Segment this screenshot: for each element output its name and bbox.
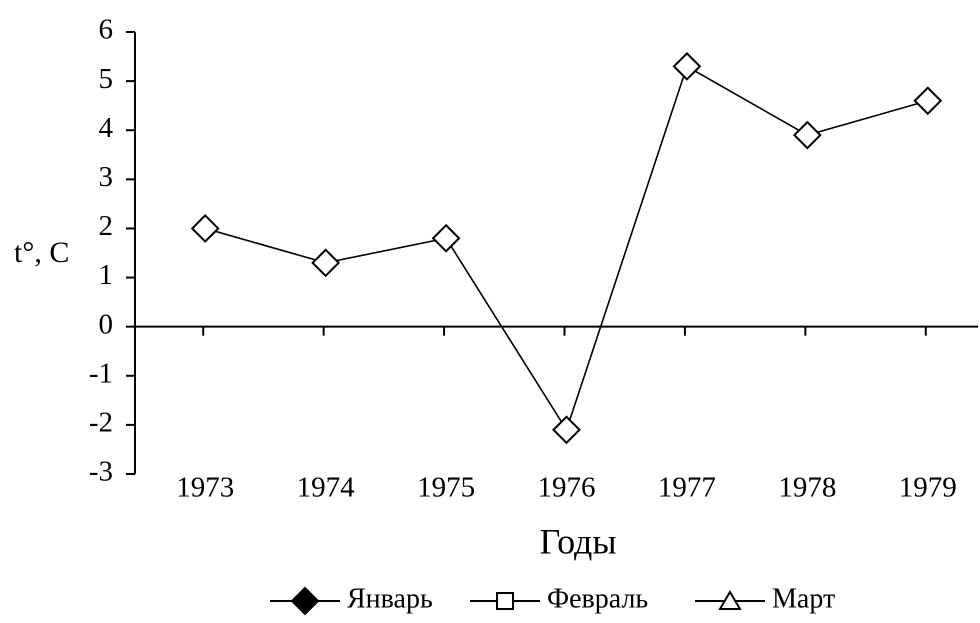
y-tick-label: -1: [89, 357, 113, 389]
x-tick-label: 1976: [538, 472, 596, 504]
y-tick-label: 1: [99, 259, 114, 291]
y-tick-label: -2: [89, 407, 113, 439]
x-tick-label: 1973: [176, 472, 234, 504]
y-tick-label: 4: [99, 112, 114, 144]
y-axis-title: t°, С: [14, 236, 69, 269]
legend-label: Март: [772, 583, 835, 614]
x-tick-label: 1979: [899, 472, 957, 504]
y-tick-label: 2: [99, 210, 114, 242]
x-tick-label: 1975: [417, 472, 475, 504]
x-axis-title: Годы: [539, 521, 616, 561]
marker: [792, 120, 822, 150]
marker: [311, 248, 341, 278]
y-tick-label: -3: [89, 456, 113, 488]
marker: [672, 51, 702, 81]
y-tick-label: 5: [99, 63, 114, 95]
y-tick-label: 6: [99, 14, 114, 46]
marker: [552, 415, 581, 445]
marker: [431, 223, 461, 253]
marker: [913, 86, 943, 116]
x-tick-label: 1974: [297, 472, 356, 504]
marker: [190, 214, 220, 243]
legend-marker: [290, 586, 320, 616]
y-tick-label: 3: [99, 161, 114, 193]
legend-label: Январь: [347, 583, 433, 614]
x-tick-label: 1977: [658, 472, 716, 504]
legend-label: Февраль: [547, 583, 648, 614]
x-tick-label: 1978: [778, 472, 836, 504]
legend-marker: [496, 592, 514, 610]
legend-marker: [718, 590, 742, 610]
series-line: [204, 65, 929, 432]
y-tick-label: 0: [99, 308, 114, 340]
